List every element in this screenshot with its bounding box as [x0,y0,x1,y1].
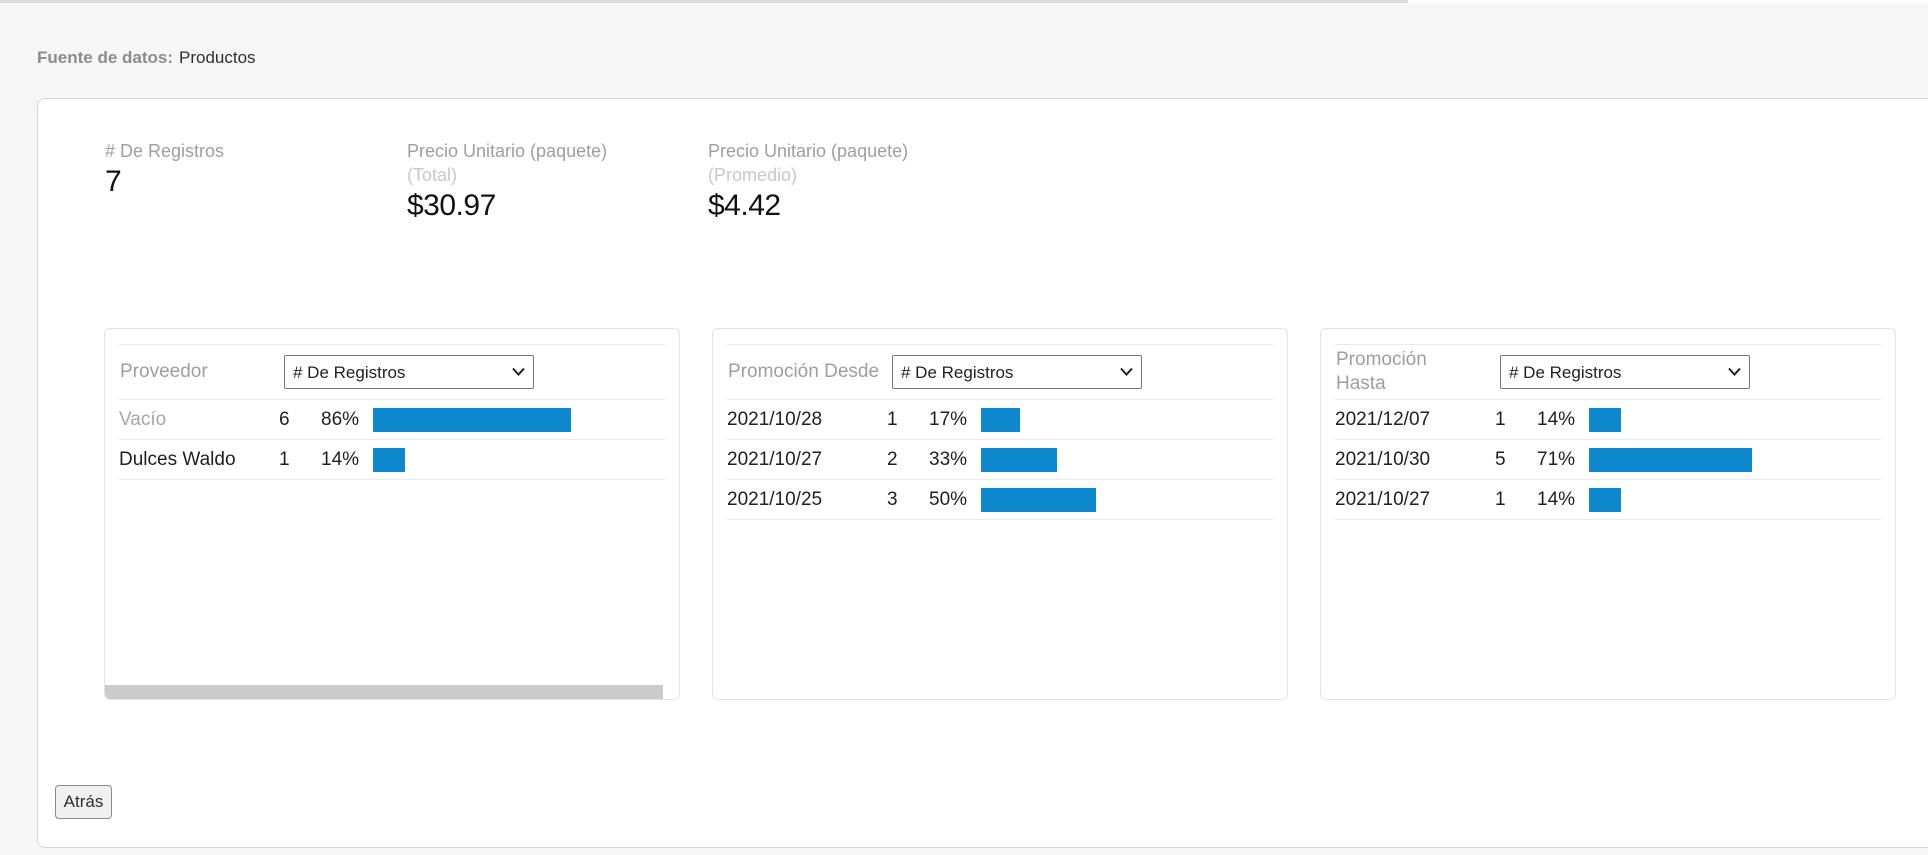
row-count: 6 [279,408,290,430]
metric-select[interactable]: # De Registros [1500,355,1750,389]
stat-label: Precio Unitario (paquete) [407,141,608,161]
metric-select-wrap: # De Registros [1500,355,1750,389]
panel-proveedor: Proveedor # De Registros Vacío 6 86% Dul… [104,328,680,700]
panel-header: Proveedor # De Registros [119,344,665,400]
metric-select[interactable]: # De Registros [892,355,1142,389]
data-source-label: Fuente de datos: [37,48,174,67]
bar-cell [981,447,1273,472]
stat-value: $4.42 [708,189,781,222]
table-row[interactable]: 2021/10/27 1 14% [1335,480,1881,520]
row-percent: 14% [321,448,360,470]
bar-cell [1589,407,1881,432]
bar-cell [373,407,665,432]
row-label: 2021/12/07 [1335,408,1431,430]
bar-cell [1589,447,1881,472]
stat-label: # De Registros [105,141,225,161]
stat-unit-price-total: Precio Unitario (paquete) (Total) $30.97 [407,139,708,225]
metric-select-wrap: # De Registros [892,355,1142,389]
panel-title: Promoción Desde [728,361,880,382]
row-label: 2021/10/27 [727,448,823,470]
dashboard-card: # De Registros 7 Precio Unitario (paquet… [37,98,1928,848]
bar-cell [1589,487,1881,512]
panel-promocion-hasta: Promoción Hasta # De Registros 2021/12/0… [1320,328,1896,700]
summary-stats: # De Registros 7 Precio Unitario (paquet… [105,139,1028,225]
panel-header: Promoción Desde # De Registros [727,344,1273,400]
row-percent: 33% [929,448,968,470]
bar [981,407,1020,432]
table-row[interactable]: 2021/10/28 1 17% [727,400,1273,440]
table-row[interactable]: Dulces Waldo 1 14% [119,440,665,480]
table-row[interactable]: 2021/10/30 5 71% [1335,440,1881,480]
table-row[interactable]: 2021/12/07 1 14% [1335,400,1881,440]
bar-cell [373,447,665,472]
back-button[interactable]: Atrás [55,785,112,819]
horizontal-scrollbar-thumb[interactable] [105,685,663,699]
table-row[interactable]: 2021/10/25 3 50% [727,480,1273,520]
row-count: 1 [887,408,898,430]
stat-unit-price-average: Precio Unitario (paquete) (Promedio) $4.… [708,139,1028,225]
data-source-value: Productos [179,48,256,67]
row-count: 1 [1495,408,1506,430]
bar [373,447,405,472]
panel-header: Promoción Hasta # De Registros [1335,344,1881,400]
bar [1589,407,1621,432]
table-row[interactable]: 2021/10/27 2 33% [727,440,1273,480]
metric-select[interactable]: # De Registros [284,355,534,389]
panel-title: Promoción Hasta [1336,349,1427,394]
row-label: 2021/10/28 [727,408,823,430]
stat-value: $30.97 [407,189,496,222]
bar-cell [981,487,1273,512]
row-label: Vacío [119,408,167,430]
panel-promocion-desde: Promoción Desde # De Registros 2021/10/2… [712,328,1288,700]
row-percent: 86% [321,408,360,430]
panel-title: Proveedor [120,361,208,382]
row-count: 5 [1495,448,1506,470]
metric-select-wrap: # De Registros [284,355,534,389]
bar-cell [981,407,1273,432]
row-percent: 14% [1537,488,1576,510]
row-percent: 14% [1537,408,1576,430]
stat-record-count: # De Registros 7 [105,139,407,225]
row-count: 1 [279,448,290,470]
row-label: 2021/10/30 [1335,448,1431,470]
row-percent: 71% [1537,448,1576,470]
stat-sublabel: (Total) [407,165,458,185]
data-source-bar: Fuente de datos: Productos [37,48,256,68]
row-label: 2021/10/25 [727,488,823,510]
stat-label: Precio Unitario (paquete) [708,141,909,161]
bar [981,447,1057,472]
dimension-panels: Proveedor # De Registros Vacío 6 86% Dul… [104,328,1896,700]
bar [1589,447,1752,472]
table-row[interactable]: Vacío 6 86% [119,400,665,440]
bar [1589,487,1621,512]
row-count: 3 [887,488,898,510]
top-divider-line [0,0,1408,3]
stat-sublabel: (Promedio) [708,165,798,185]
bar [373,407,571,432]
row-percent: 17% [929,408,968,430]
stat-value: 7 [105,165,122,198]
bar [981,487,1096,512]
row-label: Dulces Waldo [119,448,236,470]
top-divider-line-right [1408,0,1928,3]
horizontal-scrollbar [105,684,679,699]
row-percent: 50% [929,488,968,510]
row-label: 2021/10/27 [1335,488,1431,510]
row-count: 1 [1495,488,1506,510]
row-count: 2 [887,448,898,470]
